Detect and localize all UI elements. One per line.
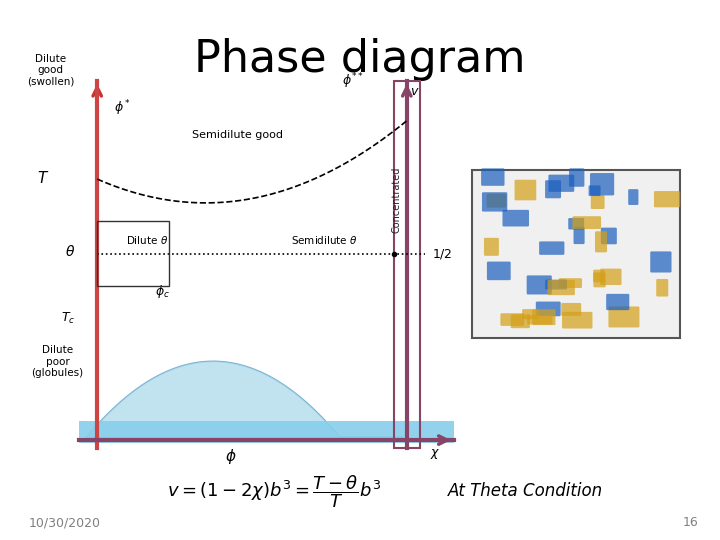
FancyBboxPatch shape xyxy=(561,303,581,316)
FancyBboxPatch shape xyxy=(654,191,680,207)
Text: $\phi$: $\phi$ xyxy=(225,447,236,466)
FancyBboxPatch shape xyxy=(482,192,508,212)
FancyBboxPatch shape xyxy=(600,228,617,244)
FancyBboxPatch shape xyxy=(545,180,561,198)
Text: $v = (1 - 2\chi)b^3 = \dfrac{T - \theta}{T}b^3$: $v = (1 - 2\chi)b^3 = \dfrac{T - \theta}… xyxy=(166,473,381,510)
Text: Dilute $\theta$: Dilute $\theta$ xyxy=(127,234,168,246)
Text: Dilute
poor
(globules): Dilute poor (globules) xyxy=(32,345,84,379)
FancyBboxPatch shape xyxy=(510,314,530,328)
FancyBboxPatch shape xyxy=(539,241,564,255)
FancyBboxPatch shape xyxy=(590,195,605,209)
Polygon shape xyxy=(86,361,403,437)
FancyBboxPatch shape xyxy=(574,227,585,244)
FancyBboxPatch shape xyxy=(562,312,593,328)
FancyBboxPatch shape xyxy=(547,280,575,295)
Text: $1/2$: $1/2$ xyxy=(432,247,452,261)
FancyBboxPatch shape xyxy=(487,194,506,208)
Text: $\phi^{**}$: $\phi^{**}$ xyxy=(342,71,364,91)
FancyBboxPatch shape xyxy=(650,252,672,273)
FancyBboxPatch shape xyxy=(545,280,567,289)
FancyBboxPatch shape xyxy=(526,275,552,294)
Text: $\theta$: $\theta$ xyxy=(66,244,76,259)
FancyBboxPatch shape xyxy=(503,210,529,226)
FancyBboxPatch shape xyxy=(568,218,584,230)
FancyBboxPatch shape xyxy=(484,238,499,256)
FancyBboxPatch shape xyxy=(569,168,585,187)
FancyBboxPatch shape xyxy=(515,180,536,200)
FancyBboxPatch shape xyxy=(600,268,621,285)
Text: Semidilute good: Semidilute good xyxy=(192,130,283,140)
FancyBboxPatch shape xyxy=(500,313,524,326)
Text: $T_c$: $T_c$ xyxy=(61,311,76,326)
Text: $\phi_c$: $\phi_c$ xyxy=(155,283,169,300)
Text: Phase diagram: Phase diagram xyxy=(194,38,526,81)
FancyBboxPatch shape xyxy=(588,185,600,196)
FancyBboxPatch shape xyxy=(472,170,680,338)
Text: Dilute
good
(swollen): Dilute good (swollen) xyxy=(27,53,74,87)
Text: $\chi$: $\chi$ xyxy=(431,447,441,461)
FancyBboxPatch shape xyxy=(608,306,639,327)
Text: At Theta Condition: At Theta Condition xyxy=(448,482,603,501)
Text: Concentrated: Concentrated xyxy=(391,167,401,233)
FancyBboxPatch shape xyxy=(527,315,552,325)
FancyBboxPatch shape xyxy=(559,278,582,288)
FancyBboxPatch shape xyxy=(572,216,601,229)
FancyBboxPatch shape xyxy=(79,421,454,443)
FancyBboxPatch shape xyxy=(522,309,539,319)
FancyBboxPatch shape xyxy=(593,269,605,282)
FancyBboxPatch shape xyxy=(487,261,510,280)
FancyBboxPatch shape xyxy=(593,272,606,287)
Text: 16: 16 xyxy=(683,516,698,529)
FancyBboxPatch shape xyxy=(606,294,629,310)
FancyBboxPatch shape xyxy=(590,173,614,195)
FancyBboxPatch shape xyxy=(532,309,555,325)
FancyBboxPatch shape xyxy=(629,189,639,205)
Polygon shape xyxy=(86,361,403,437)
Text: Semidilute $\theta$: Semidilute $\theta$ xyxy=(291,234,357,246)
FancyBboxPatch shape xyxy=(549,174,575,192)
Text: $v$: $v$ xyxy=(410,85,420,98)
FancyBboxPatch shape xyxy=(595,231,607,252)
FancyBboxPatch shape xyxy=(481,168,505,186)
Text: $T$: $T$ xyxy=(37,170,50,186)
FancyBboxPatch shape xyxy=(536,301,561,316)
Text: 10/30/2020: 10/30/2020 xyxy=(29,516,101,529)
FancyBboxPatch shape xyxy=(656,279,668,296)
Text: $\phi^*$: $\phi^*$ xyxy=(114,98,131,118)
